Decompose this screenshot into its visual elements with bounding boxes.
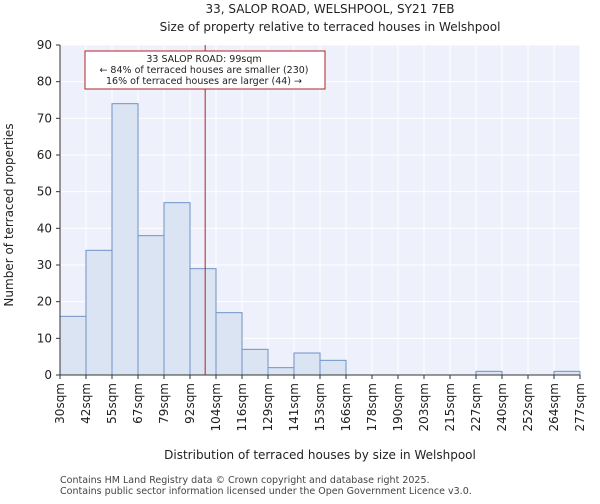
y-tick-label: 80 (37, 75, 52, 89)
bar-116sqm (241, 348, 269, 376)
x-tick-label: 203sqm (417, 383, 431, 431)
x-tick-label: 277sqm (573, 383, 587, 431)
y-ticks: 0 10 20 30 40 50 60 70 80 90 (37, 38, 60, 382)
bar-55sqm (111, 103, 139, 376)
annotation-line-1: 33 SALOP ROAD: 99sqm (146, 54, 261, 65)
x-tick-label: 92sqm (183, 383, 197, 424)
annotation-line-3: 16% of terraced houses are larger (44) → (106, 76, 302, 87)
bar-141sqm (293, 352, 321, 376)
x-axis-label: Distribution of terraced houses by size … (164, 448, 476, 462)
y-tick-label: 0 (44, 368, 52, 382)
bar-129sqm (267, 367, 295, 376)
x-tick-label: 215sqm (443, 383, 457, 431)
y-axis-label: Number of terraced properties (2, 123, 16, 306)
x-tick-label: 141sqm (287, 383, 301, 431)
x-tick-label: 178sqm (365, 383, 379, 431)
bar-67sqm (137, 235, 165, 376)
y-tick-label: 60 (37, 148, 52, 162)
y-tick-label: 50 (37, 185, 52, 199)
x-tick-label: 79sqm (157, 383, 171, 424)
bar-42sqm (85, 249, 113, 376)
x-ticks: 30sqm 42sqm 55sqm 67sqm 79sqm 92sqm 104sqm 116s… (53, 375, 587, 431)
x-tick-label: 55sqm (105, 383, 119, 424)
y-tick-label: 40 (37, 221, 52, 235)
bar-227sqm (475, 370, 503, 376)
x-tick-label: 116sqm (235, 383, 249, 431)
bar-264sqm (553, 370, 581, 376)
footer-line-2: Contains public sector information licen… (60, 486, 472, 497)
x-tick-label: 240sqm (495, 383, 509, 431)
y-tick-label: 10 (37, 331, 52, 345)
bar-104sqm (215, 312, 243, 376)
x-tick-label: 67sqm (131, 383, 145, 424)
x-tick-label: 190sqm (391, 383, 405, 431)
x-tick-label: 42sqm (79, 383, 93, 424)
x-tick-label: 153sqm (313, 383, 327, 431)
x-tick-label: 104sqm (209, 383, 223, 431)
annotation-line-2: ← 84% of terraced houses are smaller (23… (99, 65, 308, 76)
chart-title: 33, SALOP ROAD, WELSHPOOL, SY21 7EB (205, 2, 454, 16)
chart-subtitle: Size of property relative to terraced ho… (160, 20, 501, 34)
annotation-box (84, 50, 326, 90)
x-tick-label: 166sqm (339, 383, 353, 431)
y-tick-label: 70 (37, 111, 52, 125)
footer-line-1: Contains HM Land Registry data © Crown c… (60, 475, 430, 486)
bar-30sqm (59, 315, 87, 376)
y-tick-label: 90 (37, 38, 52, 52)
bar-153sqm (319, 359, 347, 376)
x-tick-label: 129sqm (261, 383, 275, 431)
bar-92sqm (189, 268, 217, 376)
x-tick-label: 227sqm (469, 383, 483, 431)
y-tick-label: 20 (37, 295, 52, 309)
x-tick-label: 30sqm (53, 383, 67, 424)
y-tick-label: 30 (37, 258, 52, 272)
x-tick-label: 252sqm (521, 383, 535, 431)
bar-79sqm (163, 202, 191, 376)
x-tick-label: 264sqm (547, 383, 561, 431)
